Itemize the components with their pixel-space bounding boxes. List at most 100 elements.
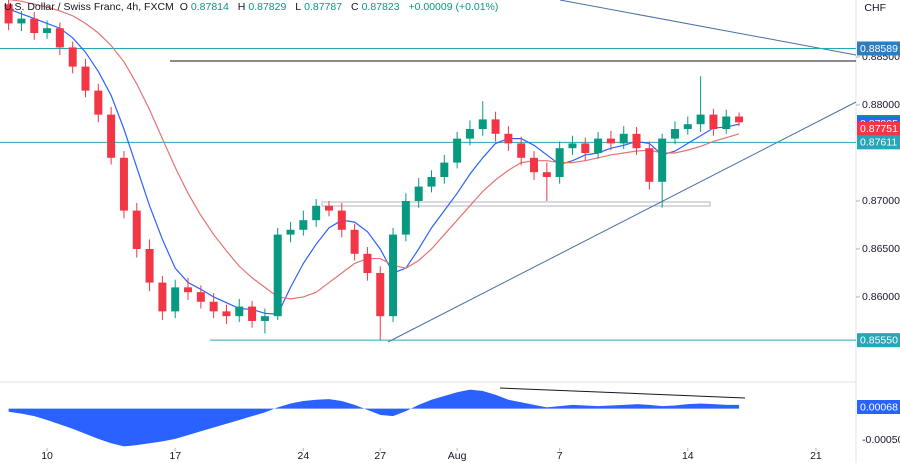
candle-body [389,234,398,317]
price-badge [857,41,900,56]
x-tick-label: 24 [298,450,310,462]
candle-body [632,133,641,149]
price-badge [857,135,900,150]
candle-body [312,205,321,221]
x-tick-label: 10 [41,450,53,462]
candle-body [222,311,231,317]
price-badge-label: 0.87611 [860,137,897,149]
candle-body [286,229,295,235]
divergence-line [499,387,746,399]
candle-body [55,28,64,48]
candle-body [337,210,346,230]
candle-body [235,306,244,317]
trend-line [559,0,857,56]
ohlc: C 0.87823 [351,1,403,13]
candle-body [81,66,90,91]
candle-body [414,186,423,201]
candle-body [440,162,449,177]
candle-body [299,220,308,230]
candle-body [376,272,385,317]
candle-body [453,138,462,163]
candle-body [658,138,667,182]
candle-body [158,282,167,312]
currency: CHF [864,2,886,14]
candle-body [30,18,39,34]
osc-badge-label: 0.00068 [860,401,898,413]
price-badge-label: 0.88589 [860,43,898,55]
candle-body [248,306,257,321]
candle-body [581,143,590,153]
symbol: U.S. Dollar / Swiss Franc, 4h, FXCM [4,1,174,13]
candle-body [260,316,269,321]
candle-body [722,116,731,130]
price-badge-label: 0.87751 [860,123,898,135]
x-tick-label: 17 [169,450,181,462]
candle-body [478,119,487,130]
k: H [237,1,246,13]
moving-average [8,0,740,300]
candle-body [145,248,154,283]
price-axis-bg [856,0,900,463]
y-tick-label: 0.86000 [862,291,900,303]
candle-body [619,133,628,144]
candle-body [530,157,539,173]
y-tick-label: 0.86500 [862,243,900,255]
oscillator-area [8,389,740,447]
candle-body [196,292,205,302]
candle-body [363,253,372,273]
support-zone [321,201,711,207]
k: C [351,1,359,13]
y-tick-label: 0.87000 [862,195,900,207]
candle-body [94,90,103,115]
osc-badge [857,400,900,414]
price-badge-label: 0.85550 [860,334,898,346]
candle-body [324,205,333,211]
candle-body [132,210,141,249]
x-tick-label: Aug [448,450,467,462]
candle-body [209,301,218,312]
candle-body [645,148,654,182]
candle-body [17,18,26,24]
candle-body [119,157,128,211]
candle-body [273,234,282,317]
header: U.S. Dollar / Swiss Franc, 4h, FXCM O 0.8… [4,1,501,13]
v: 0.87829 [248,1,287,13]
ohlc: O 0.87814 [180,1,232,13]
candle-body [68,47,77,67]
candle-body [171,287,180,312]
candle-body [594,138,603,153]
x-tick-label: 7 [557,450,563,462]
candle-body [696,114,705,125]
v: 0.87787 [304,1,343,13]
k: O [179,1,188,13]
candle-body [504,133,513,144]
candle-body [427,176,436,187]
k: L [295,1,302,13]
candle-body [4,4,13,24]
ohlc: L 0.87787 [295,1,345,13]
candle-body [465,129,474,139]
change: +0.00009 (+0.01%) [408,1,499,13]
candle-body [401,200,410,235]
candle-body [491,119,500,134]
candle-body [43,28,52,34]
price-badge [857,121,900,136]
candle-body [568,143,577,149]
v: 0.87814 [190,1,229,13]
ohlc: H 0.87829 [238,1,290,13]
candle-body [670,129,679,139]
candle-body [517,143,526,158]
candle-body [735,116,744,123]
osc-tick-label: -0.00050 [862,434,900,446]
candle-body [107,114,116,158]
price-badge [857,333,900,348]
candle-body [350,229,359,254]
y-tick-label: 0.88000 [862,99,900,111]
x-tick-label: 21 [810,450,822,462]
candle-body [606,138,615,144]
x-tick-label: 14 [682,450,694,462]
candle-body [709,114,718,130]
x-tick-label: 27 [374,450,386,462]
